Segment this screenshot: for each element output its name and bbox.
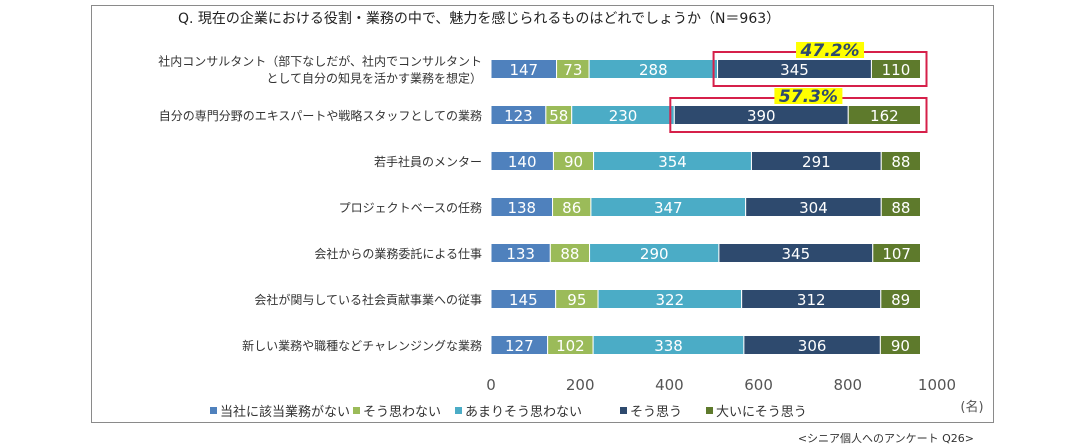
legend-label: 大いにそう思う	[716, 405, 807, 420]
bar-segment	[880, 197, 921, 217]
category-label: 新しい業務や職種などチャレンジングな業務	[242, 338, 482, 353]
data-label: 95	[567, 291, 586, 309]
data-label: 338	[654, 337, 683, 355]
category-label: として自分の知見を活かす業務を想定）	[266, 71, 482, 86]
bar-segment	[879, 335, 921, 355]
legend-swatch	[706, 407, 713, 414]
data-label: 312	[797, 291, 826, 309]
highlight-label: 57.3%	[779, 87, 838, 107]
highlight-label-bg	[774, 88, 843, 104]
data-label: 230	[609, 107, 638, 125]
category-label: 会社が関与している社会貢献事業への従事	[254, 292, 482, 307]
data-label: 73	[563, 61, 582, 79]
chart-title: Q. 現在の企業における役割・業務の中で、魅力を感じられるものはどれでしょうか（…	[178, 10, 780, 27]
x-axis-unit: (名)	[960, 399, 983, 415]
data-label: 147	[509, 61, 538, 79]
x-tick-label: 400	[655, 376, 684, 394]
legend-swatch	[455, 407, 462, 414]
category-label: 社内コンサルタント（部下なしだが、社内でコンサルタント	[158, 54, 482, 69]
data-label: 88	[560, 245, 579, 263]
legend-swatch	[210, 407, 217, 414]
data-label: 290	[640, 245, 669, 263]
data-label: 123	[504, 107, 533, 125]
category-label: 自分の専門分野のエキスパートや戦略スタッフとしての業務	[159, 108, 482, 123]
legend-label: あまりそう思わない	[465, 405, 582, 420]
data-label: 58	[549, 107, 568, 125]
data-label: 322	[656, 291, 685, 309]
data-label: 90	[564, 153, 583, 171]
chart-frame	[91, 5, 994, 423]
highlight-label: 47.2%	[800, 41, 860, 61]
data-label: 133	[506, 245, 535, 263]
bar-segment	[880, 151, 921, 171]
data-label: 89	[891, 291, 910, 309]
bar-segment	[847, 105, 921, 125]
legend-swatch	[620, 407, 627, 414]
legend-label: そう思う	[630, 405, 682, 420]
data-label: 304	[799, 199, 828, 217]
legend-label: そう思わない	[363, 405, 441, 420]
data-label: 354	[658, 153, 687, 171]
data-label: 110	[882, 61, 911, 79]
data-label: 390	[747, 107, 776, 125]
x-tick-label: 200	[566, 376, 595, 394]
category-label: 会社からの業務委託による仕事	[314, 246, 482, 261]
data-label: 88	[891, 153, 910, 171]
data-label: 291	[802, 153, 831, 171]
data-label: 345	[780, 61, 809, 79]
data-label: 306	[798, 337, 827, 355]
source-note: <シニア個人へのアンケート Q26>	[798, 432, 974, 445]
data-label: 88	[891, 199, 910, 217]
data-label: 102	[556, 337, 585, 355]
highlight-label-bg	[796, 42, 865, 58]
bar-segment	[880, 289, 921, 309]
data-label: 145	[509, 291, 538, 309]
data-label: 138	[507, 199, 536, 217]
bar-segment	[872, 243, 921, 263]
legend-swatch	[353, 407, 360, 414]
category-label: プロジェクトベースの任務	[339, 201, 482, 215]
data-label: 347	[654, 199, 683, 217]
data-label: 140	[508, 153, 537, 171]
data-label: 288	[639, 61, 668, 79]
data-label: 86	[562, 199, 581, 217]
x-tick-label: 600	[744, 376, 773, 394]
x-tick-label: 1000	[918, 376, 956, 394]
data-label: 162	[870, 107, 899, 125]
x-tick-label: 0	[486, 376, 496, 394]
data-label: 345	[782, 245, 811, 263]
data-label: 127	[505, 337, 534, 355]
bar-segment	[870, 59, 921, 79]
data-label: 90	[891, 337, 910, 355]
data-label: 107	[882, 245, 911, 263]
x-tick-label: 800	[833, 376, 862, 394]
category-label: 若手社員のメンター	[374, 154, 482, 169]
legend-label: 当社に該当業務がない	[220, 404, 350, 420]
